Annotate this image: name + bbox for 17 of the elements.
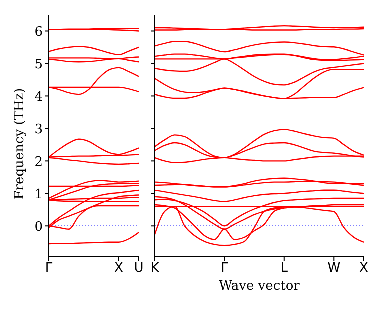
y-tick-label: 5 <box>34 57 43 72</box>
x-axis-title: Wave vector <box>219 279 300 294</box>
y-tick-label: 2 <box>34 154 43 170</box>
y-tick-label: 6 <box>34 24 43 40</box>
x-tick-label: K <box>150 261 160 276</box>
y-tick-label: 4 <box>34 90 43 105</box>
x-tick-label: Γ <box>221 261 230 276</box>
y-tick-label: 3 <box>34 122 43 138</box>
y-tick-label: 1 <box>34 187 43 202</box>
y-tick-label: 0 <box>34 220 43 235</box>
x-tick-label: W <box>328 261 341 276</box>
x-tick-label: Γ <box>45 261 54 276</box>
x-tick-label: U <box>134 261 144 276</box>
y-axis-title: Frequency (THz) <box>12 88 28 200</box>
x-tick-label: X <box>114 261 124 276</box>
x-tick-label: L <box>280 261 289 276</box>
x-tick-label: X <box>360 261 369 276</box>
